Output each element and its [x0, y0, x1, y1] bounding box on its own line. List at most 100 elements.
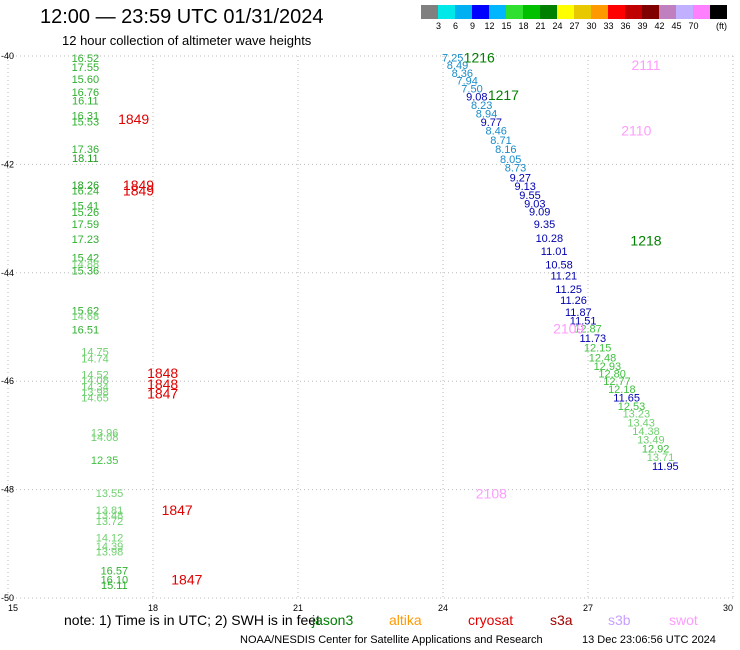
data-point: 8.73	[505, 163, 526, 175]
colorbar-tick-label: 21	[535, 21, 546, 31]
colorbar-swatch	[659, 5, 676, 19]
data-point: 16.57	[101, 565, 129, 577]
data-point: 10.58	[545, 260, 573, 272]
colorbar-swatch	[557, 5, 574, 19]
legend-altika: altika	[389, 612, 422, 628]
data-point: 16.31	[72, 111, 100, 123]
colorbar-swatch	[710, 5, 727, 19]
colorbar-tick-label: 45	[671, 21, 682, 31]
data-point: 18.26	[72, 180, 100, 192]
colorbar-swatch	[608, 5, 625, 19]
data-point: 8.71	[490, 135, 511, 147]
legend-cryosat: cryosat	[468, 612, 514, 628]
data-point: 12.80	[598, 369, 626, 381]
data-point: 14.34	[81, 382, 109, 394]
data-point: 13.23	[623, 409, 651, 421]
data-point: 14.75	[81, 346, 109, 358]
y-tick-label: -44	[1, 268, 14, 278]
colorbar-tick-label: 36	[620, 21, 631, 31]
colorbar-tick-label: 30	[586, 21, 597, 31]
colorbar-swatch	[625, 5, 642, 19]
data-point: 16.10	[101, 575, 129, 587]
data-point: 11.51	[570, 315, 597, 327]
y-tick-label: -50	[1, 593, 14, 603]
data-point: 14.68	[72, 311, 100, 323]
colorbar-unit: (ft)	[716, 21, 727, 31]
colorbar-swatch	[438, 5, 455, 19]
data-point: 7.50	[461, 84, 482, 96]
data-point: 13.48	[96, 510, 124, 522]
data-point: 9.13	[514, 181, 535, 193]
legend-swot: swot	[669, 612, 698, 628]
data-point: 7.25	[442, 53, 463, 65]
colorbar-tick-label: 6	[452, 21, 458, 31]
data-point: 11.87	[565, 307, 592, 319]
chart-title: 12:00 — 23:59 UTC 01/31/2024	[40, 6, 324, 28]
data-point: 8.23	[471, 100, 492, 112]
data-point: 7.94	[456, 75, 477, 87]
colorbar-swatch	[574, 5, 591, 19]
track-label: 1849	[123, 182, 154, 198]
x-tick-label: 21	[293, 603, 303, 612]
track-label: 1217	[488, 87, 519, 103]
track-label: 1216	[464, 50, 495, 66]
data-point: 11.21	[550, 271, 577, 283]
data-point: 12.15	[584, 343, 612, 355]
data-point: 16.51	[72, 325, 100, 337]
data-point: 12.93	[594, 361, 622, 373]
data-point: 8.46	[485, 125, 506, 137]
data-point: 14.08	[91, 432, 119, 444]
generated-timestamp: 13 Dec 23:06:56 UTC 2024	[582, 634, 716, 646]
data-point: 12.18	[608, 384, 636, 396]
track-label: 1848	[147, 365, 178, 381]
data-point: 11.01	[541, 246, 568, 258]
data-point: 15.36	[72, 266, 100, 278]
track-label: 1218	[630, 232, 661, 248]
data-point: 13.43	[627, 417, 655, 429]
data-point: 14.12	[96, 532, 124, 544]
data-point: 15.62	[72, 306, 100, 318]
colorbar-tick-label: 70	[688, 21, 699, 31]
footer-legend: note: 1) Time is in UTC; 2) SWH is in fe…	[0, 612, 740, 632]
data-point: 14.08	[81, 375, 109, 387]
colorbar-swatch	[693, 5, 710, 19]
data-point: 9.35	[534, 219, 555, 231]
data-point: 12.87	[574, 324, 602, 336]
data-point: 14.38	[632, 426, 660, 438]
data-point: 9.09	[529, 207, 550, 219]
track-label: 1847	[162, 502, 193, 518]
data-point: 9.27	[510, 172, 531, 184]
data-point: 8.05	[500, 154, 521, 166]
colorbar-swatch	[455, 5, 472, 19]
data-point: 16.11	[72, 95, 99, 107]
track-label: 2111	[631, 57, 660, 73]
colorbar	[421, 5, 727, 19]
credit-text: NOAA/NESDIS Center for Satellite Applica…	[240, 634, 543, 646]
colorbar-tick-label: 12	[484, 21, 495, 31]
y-tick-label: -46	[1, 376, 14, 386]
colorbar-tick-label: 33	[603, 21, 614, 31]
data-point: 9.55	[519, 190, 540, 202]
track-label: 2110	[621, 122, 651, 138]
data-point: 11.65	[613, 392, 640, 404]
x-tick-label: 27	[583, 603, 593, 612]
colorbar-swatch	[523, 5, 540, 19]
data-point: 12.35	[91, 455, 119, 467]
colorbar-swatch	[506, 5, 523, 19]
data-point: 12.92	[642, 443, 670, 455]
data-point: 17.59	[72, 219, 100, 231]
data-point: 13.71	[647, 452, 675, 464]
data-point: 11.26	[560, 295, 587, 307]
data-point: 12.53	[618, 401, 646, 413]
colorbar-tick-label: 27	[569, 21, 580, 31]
data-point: 14.65	[81, 392, 109, 404]
colorbar-tick-label: 3	[435, 21, 441, 31]
data-point: 16.52	[72, 53, 100, 65]
data-point: 14.39	[96, 541, 124, 553]
colorbar-swatch	[591, 5, 608, 19]
data-point: 17.23	[72, 234, 100, 246]
data-point: 9.08	[466, 92, 487, 104]
track-label: 1848	[147, 376, 178, 392]
data-point: 13.55	[96, 488, 124, 500]
